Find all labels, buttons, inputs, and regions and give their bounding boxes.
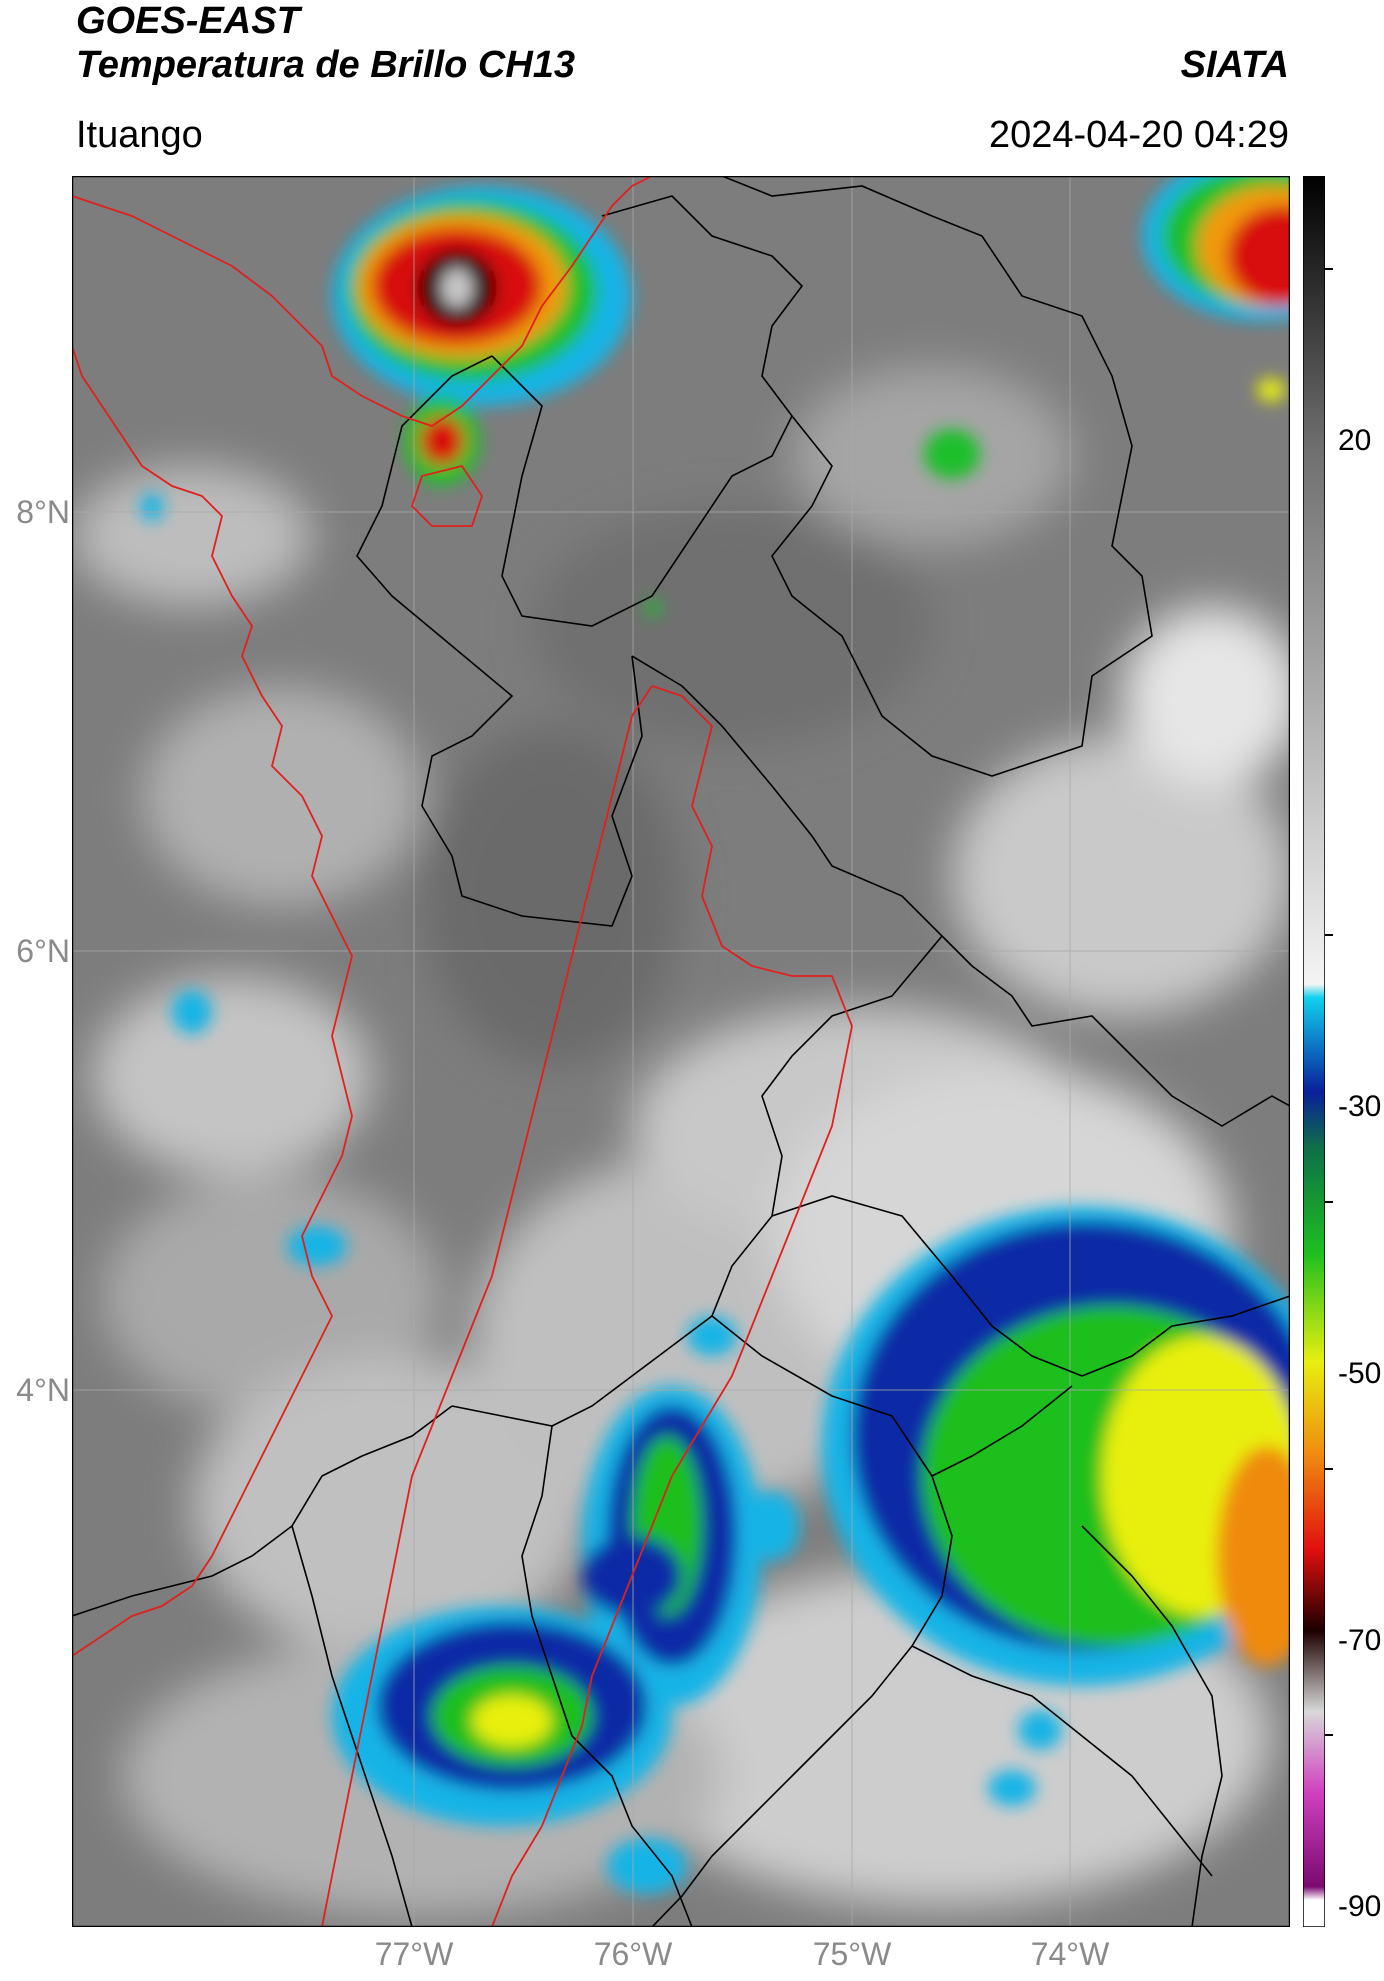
map-frame — [72, 176, 1290, 1927]
lon-label-75w: 75°W — [812, 1936, 892, 1972]
lat-label-8n: 8°N — [16, 494, 70, 530]
colorbar-label-minus70: -70 — [1338, 1624, 1382, 1657]
admin-boundaries — [72, 176, 1290, 1927]
lat-label-4n: 4°N — [16, 1372, 70, 1408]
colorbar-label-minus30: -30 — [1338, 1090, 1382, 1123]
lon-label-76w: 76°W — [593, 1936, 673, 1972]
region-label: Ituango — [76, 114, 203, 156]
colorbar-tick — [1325, 1734, 1333, 1736]
lon-label-77w: 77°W — [374, 1936, 454, 1972]
title-product: Temperatura de Brillo CH13 — [76, 44, 576, 86]
title-satellite: GOES-EAST — [76, 0, 300, 42]
lat-label-6n: 6°N — [16, 933, 70, 969]
colorbar-label-minus50: -50 — [1338, 1357, 1382, 1390]
colorbar-fill — [1303, 176, 1325, 1927]
organization-label: SIATA — [1180, 44, 1289, 86]
satellite-map[interactable] — [72, 176, 1290, 1927]
colorbar-tick — [1325, 268, 1333, 270]
country-borders — [72, 176, 853, 1927]
colorbar-tick — [1325, 1468, 1333, 1470]
graticule — [72, 176, 1290, 1927]
timestamp-label: 2024-04-20 04:29 — [988, 114, 1289, 156]
colorbar — [1303, 176, 1325, 1927]
colorbar-label-20: 20 — [1338, 424, 1372, 457]
colorbar-tick — [1325, 1201, 1333, 1203]
colorbar-label-minus90: -90 — [1338, 1890, 1382, 1923]
colorbar-tick — [1325, 934, 1333, 936]
map-canvas — [72, 176, 1290, 1927]
lon-label-74w: 74°W — [1030, 1936, 1110, 1972]
colorbar-canvas — [1303, 176, 1325, 1927]
